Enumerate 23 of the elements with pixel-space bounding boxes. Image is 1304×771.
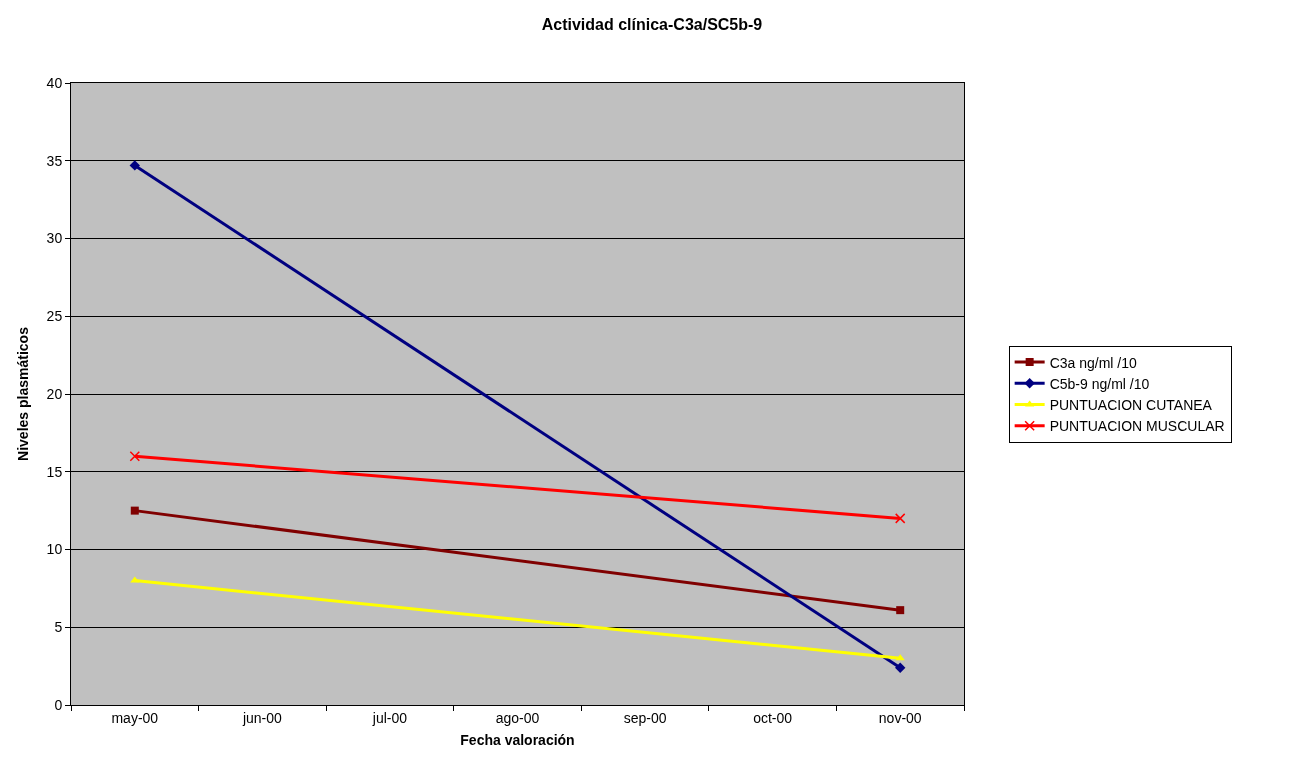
x-tick-label: oct-00: [753, 709, 793, 726]
y-tick-label: 20: [46, 385, 63, 402]
x-tick-label: nov-00: [878, 709, 922, 726]
x-tick-label: ago-00: [495, 709, 540, 726]
y-axis-title: Niveles plasmáticos: [15, 326, 32, 461]
y-tick-label: 40: [46, 74, 63, 91]
y-tick-label: 30: [46, 230, 63, 247]
legend-label: PUNTUACION MUSCULAR: [1049, 418, 1225, 435]
y-tick-label: 10: [46, 541, 63, 558]
chart-title: Actividad clínica-C3a/SC5b-9: [541, 16, 763, 34]
y-tick-label: 5: [54, 619, 63, 636]
x-tick-label: may-00: [111, 709, 159, 726]
x-tick-label: jul-00: [371, 709, 408, 726]
legend-label: C5b-9 ng/ml /10: [1049, 375, 1150, 392]
y-tick-label: 0: [54, 696, 63, 713]
y-tick-label: 15: [46, 463, 63, 480]
y-tick-label: 35: [46, 152, 63, 169]
x-axis-title: Fecha valoración: [460, 732, 575, 749]
y-tick-label: 25: [46, 308, 63, 325]
x-tick-label: jun-00: [241, 709, 283, 726]
x-tick-label: sep-00: [623, 709, 667, 726]
legend-label: PUNTUACION CUTANEA: [1049, 396, 1213, 413]
legend-label: C3a ng/ml /10: [1049, 354, 1138, 371]
